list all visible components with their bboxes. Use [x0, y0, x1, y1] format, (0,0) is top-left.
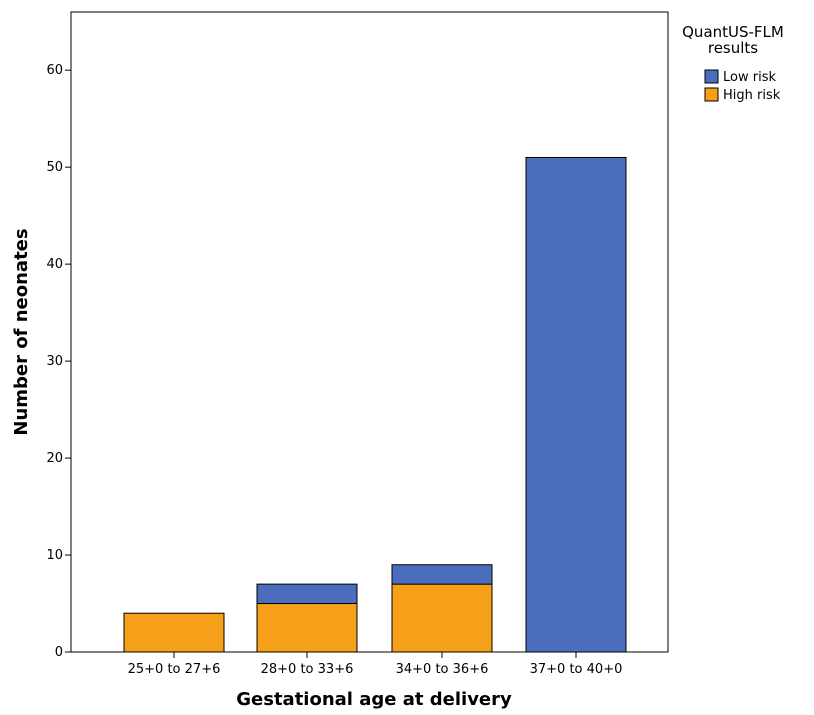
bar-low-risk [525, 156, 627, 653]
y-tick-label: 40 [46, 257, 63, 272]
y-tick-label: 20 [46, 451, 63, 466]
legend-swatch [704, 69, 719, 84]
y-axis-title: Number of neonates [11, 228, 32, 435]
x-tick-label: 34+0 to 36+6 [396, 662, 489, 677]
x-tick-label: 25+0 to 27+6 [128, 662, 221, 677]
x-tick-label: 37+0 to 40+0 [530, 662, 623, 677]
legend-label: Low risk [723, 70, 776, 85]
x-axis: 25+0 to 27+6 28+0 to 33+6 34+0 to 36+6 37+0… [128, 652, 623, 677]
legend-label: High risk [723, 88, 781, 103]
y-tick-label: 60 [46, 63, 63, 78]
x-axis-title: Gestational age at delivery [236, 689, 512, 710]
bar-low-risk [256, 583, 358, 605]
y-tick-label: 10 [46, 548, 63, 563]
x-tick-label: 28+0 to 33+6 [261, 662, 354, 677]
plot-frame [70, 11, 669, 653]
bar-low-risk [391, 564, 493, 585]
bars [123, 156, 627, 653]
bar-high-risk [256, 603, 358, 653]
legend-swatch [704, 87, 719, 102]
bar-high-risk [391, 583, 493, 653]
y-tick-label: 30 [46, 354, 63, 369]
y-tick-label: 50 [46, 160, 63, 175]
y-tick-label: 0 [55, 645, 63, 660]
legend-title: QuantUS-FLM [682, 23, 784, 41]
legend-title: results [708, 39, 758, 57]
y-axis: 0 10 20 30 40 50 60 [46, 63, 71, 660]
bar-high-risk [123, 612, 225, 653]
